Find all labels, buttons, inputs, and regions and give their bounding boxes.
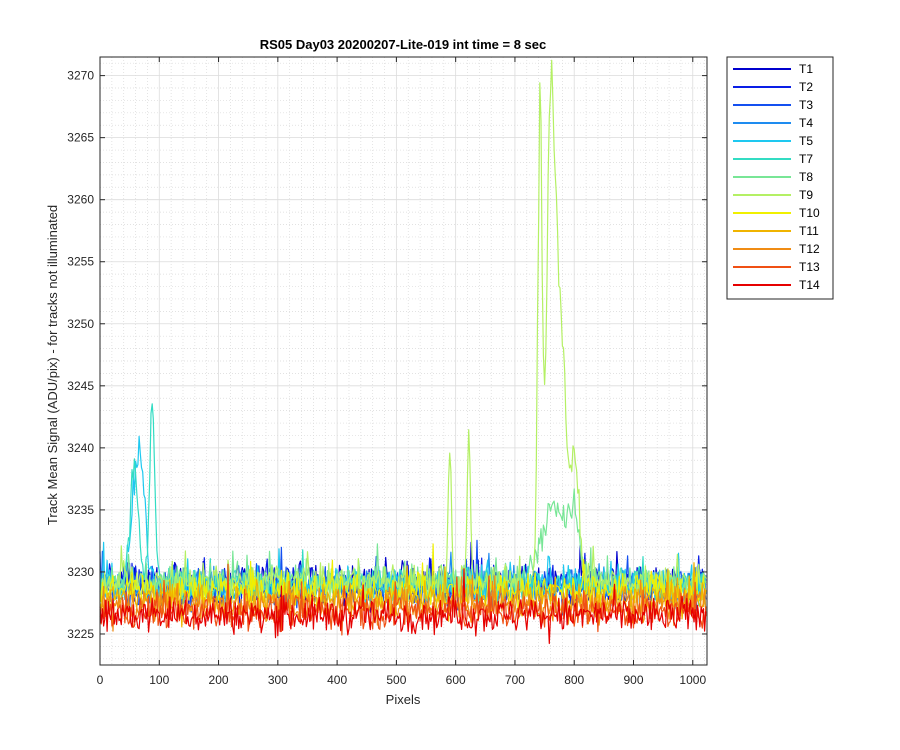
y-axis-label: Track Mean Signal (ADU/pix) - for tracks…	[45, 205, 60, 525]
y-tick-label: 3255	[67, 255, 94, 269]
series-line-t12	[99, 574, 707, 632]
x-tick-label: 600	[446, 673, 466, 687]
legend-label-t12: T12	[799, 242, 820, 256]
x-tick-label: 400	[327, 673, 347, 687]
x-tick-label: 100	[149, 673, 169, 687]
y-tick-label: 3235	[67, 503, 94, 517]
legend-label-t1: T1	[799, 62, 813, 76]
legend-label-t3: T3	[799, 98, 813, 112]
minor-grid	[100, 57, 707, 665]
x-tick-label: 0	[97, 673, 104, 687]
plot-frame	[99, 56, 708, 666]
legend-label-t14: T14	[799, 278, 820, 292]
x-tick-label: 300	[268, 673, 288, 687]
x-tick-label: 900	[623, 673, 643, 687]
legend-label-t11: T11	[799, 224, 819, 238]
legend-label-t5: T5	[799, 134, 813, 148]
legend-label-t8: T8	[799, 170, 813, 184]
x-tick-label: 700	[505, 673, 525, 687]
series-layer	[99, 59, 707, 645]
x-tick-label: 500	[386, 673, 406, 687]
axis-ticks	[99, 57, 707, 665]
x-tick-label: 1000	[679, 673, 706, 687]
y-tick-label: 3240	[67, 441, 94, 455]
series-line-t8	[99, 488, 707, 606]
legend-label-t9: T9	[799, 188, 813, 202]
y-tick-label: 3265	[67, 131, 94, 145]
y-tick-label: 3260	[67, 193, 94, 207]
legend-label-t4: T4	[799, 116, 813, 130]
x-tick-label: 200	[209, 673, 229, 687]
chart-title: RS05 Day03 20200207-Lite-019 int time = …	[260, 37, 547, 52]
y-tick-label: 3270	[67, 69, 94, 83]
legend-label-t2: T2	[799, 80, 813, 94]
series-line-t14	[99, 568, 707, 645]
y-tick-label: 3230	[67, 565, 94, 579]
y-tick-label: 3225	[67, 627, 94, 641]
y-tick-label: 3245	[67, 379, 94, 393]
tick-labels: 0 100 200 300 400 500 600 700 800 900 1000 3225 3230…	[67, 69, 706, 687]
series-line-t13	[99, 563, 707, 636]
legend-label-t10: T10	[799, 206, 820, 220]
x-axis-label: Pixels	[386, 692, 421, 707]
legend-label-t7: T7	[799, 152, 813, 166]
legend-label-t13: T13	[799, 260, 820, 274]
x-tick-label: 800	[564, 673, 584, 687]
y-tick-label: 3250	[67, 317, 94, 331]
legend: T1 T2 T3 T4 T5 T7 T8 T9 T10 T11 T12 T13 T14	[726, 56, 834, 300]
